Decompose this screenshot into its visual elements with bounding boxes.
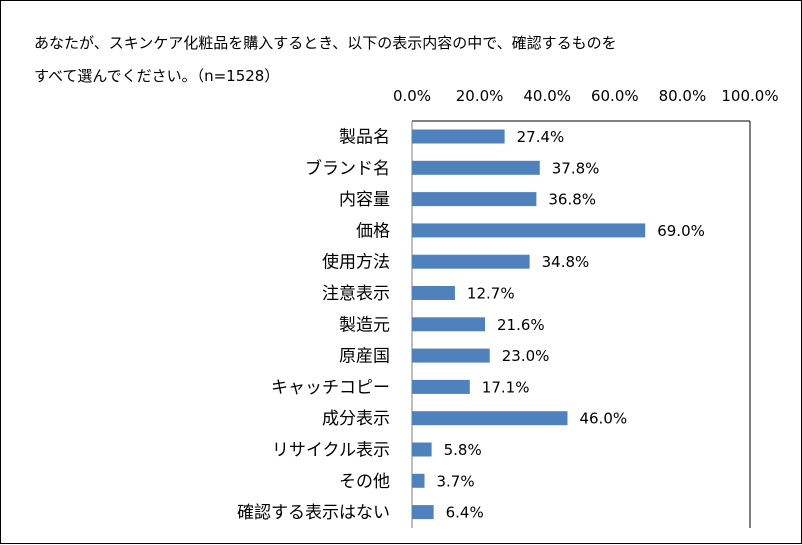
category-label: 価格 bbox=[356, 221, 390, 241]
category-label: 製造元 bbox=[339, 315, 390, 335]
chart-title-line-1: あなたが、スキンケア化粧品を購入するとき、以下の表示内容の中で、確認するものを bbox=[34, 34, 617, 52]
category-labels: 製品名ブランド名内容量価格使用方法注意表示製造元原産国キャッチコピー成分表示リサ… bbox=[237, 128, 390, 524]
value-label: 17.1% bbox=[482, 378, 530, 396]
bar bbox=[412, 286, 455, 300]
category-label: 成分表示 bbox=[322, 409, 390, 429]
bar bbox=[412, 411, 568, 426]
bar bbox=[412, 223, 646, 238]
bar bbox=[412, 505, 434, 520]
category-label: 製品名 bbox=[339, 128, 390, 148]
value-label: 21.6% bbox=[497, 316, 545, 334]
category-label: キャッチコピー bbox=[271, 378, 390, 398]
category-label: 使用方法 bbox=[322, 252, 390, 273]
bars bbox=[412, 129, 646, 520]
bar bbox=[412, 473, 425, 488]
x-tick-label: 60.0% bbox=[591, 87, 639, 105]
category-label: 注意表示 bbox=[322, 284, 390, 304]
bar bbox=[412, 348, 490, 363]
bar bbox=[412, 442, 432, 457]
value-label: 23.0% bbox=[502, 347, 550, 365]
value-label: 12.7% bbox=[467, 285, 515, 303]
bar bbox=[412, 379, 470, 394]
value-label: 69.0% bbox=[657, 222, 705, 240]
x-axis-tick-labels: 0.0% 20.0% 40.0% 60.0% 80.0% 100.0% bbox=[393, 87, 779, 105]
x-tick-label: 100.0% bbox=[721, 87, 778, 105]
value-label: 6.4% bbox=[446, 504, 484, 522]
value-label: 36.8% bbox=[548, 191, 596, 209]
value-label: 3.7% bbox=[437, 472, 475, 490]
x-tick-label: 80.0% bbox=[659, 87, 707, 105]
value-label: 46.0% bbox=[579, 410, 627, 428]
bar bbox=[412, 192, 537, 207]
bar bbox=[412, 254, 530, 269]
value-label: 37.8% bbox=[552, 159, 600, 177]
category-label: その他 bbox=[339, 472, 390, 492]
category-label: 原産国 bbox=[339, 347, 390, 367]
value-label: 27.4% bbox=[517, 128, 565, 146]
value-label: 5.8% bbox=[444, 441, 482, 459]
bar bbox=[412, 317, 486, 332]
category-label: 内容量 bbox=[339, 190, 390, 210]
x-tick-label: 0.0% bbox=[393, 87, 431, 105]
category-label: 確認する表示はない bbox=[237, 503, 390, 523]
x-tick-label: 20.0% bbox=[456, 87, 504, 105]
bar bbox=[412, 129, 505, 144]
chart-title-line-2: すべて選んでください。（n=1528） bbox=[34, 67, 279, 85]
bar bbox=[412, 160, 540, 175]
category-label: リサイクル表示 bbox=[272, 441, 390, 461]
x-tick-label: 40.0% bbox=[523, 87, 571, 105]
value-labels: 27.4% 37.8% 36.8% 69.0% 34.8% 12.7% 21.6% 23.0%… bbox=[437, 128, 705, 522]
value-label: 34.8% bbox=[542, 253, 590, 271]
category-label: ブランド名 bbox=[305, 158, 390, 179]
